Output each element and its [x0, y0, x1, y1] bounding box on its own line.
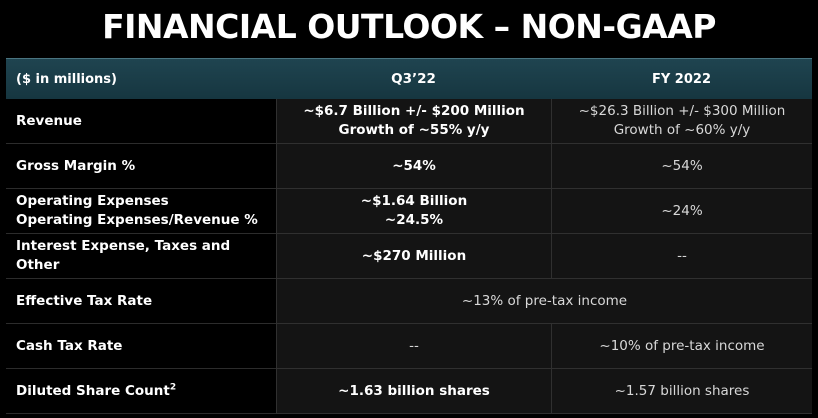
row-label: Effective Tax Rate	[6, 279, 276, 324]
table-row-diluted-share-count: Diluted Share Count2 ~1.63 billion share…	[6, 369, 812, 414]
row-label-line: Gross Margin %	[16, 157, 136, 174]
row-label: Interest Expense, Taxes and Other	[6, 234, 276, 279]
q3-cell: ~$6.7 Billion +/- $200 Million Growth of…	[276, 99, 551, 144]
fy-cell: ~10% of pre-tax income	[551, 324, 812, 369]
fy-cell: ~$26.3 Billion +/- $300 Million Growth o…	[551, 99, 812, 144]
row-label-line: Operating Expenses/Revenue %	[16, 212, 258, 228]
fy-cell: ~54%	[551, 144, 812, 189]
fy-line: Growth of ~60% y/y	[613, 122, 751, 138]
q3-line: Growth of ~55% y/y	[338, 122, 490, 138]
q3-cell: ~$270 Million	[276, 234, 551, 279]
q3-cell: ~54%	[276, 144, 551, 189]
q3-line: ~$6.7 Billion +/- $200 Million	[303, 103, 525, 119]
row-label: Cash Tax Rate	[6, 324, 276, 369]
q3-line: --	[409, 337, 419, 354]
q3-line: ~$1.64 Billion	[360, 193, 468, 209]
table-row-effective-tax-rate: Effective Tax Rate ~13% of pre-tax incom…	[6, 279, 812, 324]
table-row-gross-margin: Gross Margin % ~54% ~54%	[6, 144, 812, 189]
fy-cell: ~24%	[551, 189, 812, 234]
table-row-revenue: Revenue ~$6.7 Billion +/- $200 Million G…	[6, 99, 812, 144]
header-units: ($ in millions)	[16, 71, 117, 87]
row-label-line: Interest Expense, Taxes and Other	[16, 238, 231, 273]
q3-line: ~1.63 billion shares	[338, 382, 490, 399]
row-label: Diluted Share Count2	[6, 369, 276, 414]
table-row-operating-expenses: Operating Expenses Operating Expenses/Re…	[6, 189, 812, 234]
row-label-line: Effective Tax Rate	[16, 292, 153, 309]
row-label: Gross Margin %	[6, 144, 276, 189]
span-value: ~13% of pre-tax income	[461, 293, 628, 309]
row-label: Revenue	[6, 99, 276, 144]
header-q3: Q3’22	[391, 70, 436, 87]
table-row-interest-expense: Interest Expense, Taxes and Other ~$270 …	[6, 234, 812, 279]
q3-cell: ~1.63 billion shares	[276, 369, 551, 414]
fy-line: ~1.57 billion shares	[614, 382, 750, 399]
fy-line: ~$26.3 Billion +/- $300 Million	[578, 103, 786, 119]
table-header-row: ($ in millions) Q3’22 FY 2022	[6, 58, 812, 99]
q3-cell: ~$1.64 Billion ~24.5%	[276, 189, 551, 234]
fy-cell: ~1.57 billion shares	[551, 369, 812, 414]
fy-line: --	[677, 247, 687, 264]
fy-cell: --	[551, 234, 812, 279]
q3-line: ~24.5%	[384, 212, 444, 228]
table-row-cash-tax-rate: Cash Tax Rate -- ~10% of pre-tax income	[6, 324, 812, 369]
row-label-line: Operating Expenses	[16, 193, 169, 209]
q3-line: ~$270 Million	[361, 247, 467, 264]
fy-line: ~24%	[661, 202, 703, 219]
row-label-text: Diluted Share Count	[16, 382, 170, 399]
row-label: Operating Expenses Operating Expenses/Re…	[6, 189, 276, 234]
row-label-line: Diluted Share Count2	[16, 382, 276, 401]
spanning-cell: ~13% of pre-tax income	[276, 279, 812, 324]
row-label-line: Revenue	[16, 112, 82, 129]
financial-outlook-table: ($ in millions) Q3’22 FY 2022 Revenue ~$…	[6, 58, 812, 414]
header-fy: FY 2022	[651, 71, 711, 87]
fy-line: ~10% of pre-tax income	[599, 337, 765, 354]
q3-line: ~54%	[392, 157, 436, 174]
fy-line: ~54%	[661, 157, 703, 174]
q3-cell: --	[276, 324, 551, 369]
row-label-line: Cash Tax Rate	[16, 337, 123, 354]
footnote-marker: 2	[169, 382, 177, 392]
page-title: FINANCIAL OUTLOOK – NON-GAAP	[102, 7, 716, 46]
